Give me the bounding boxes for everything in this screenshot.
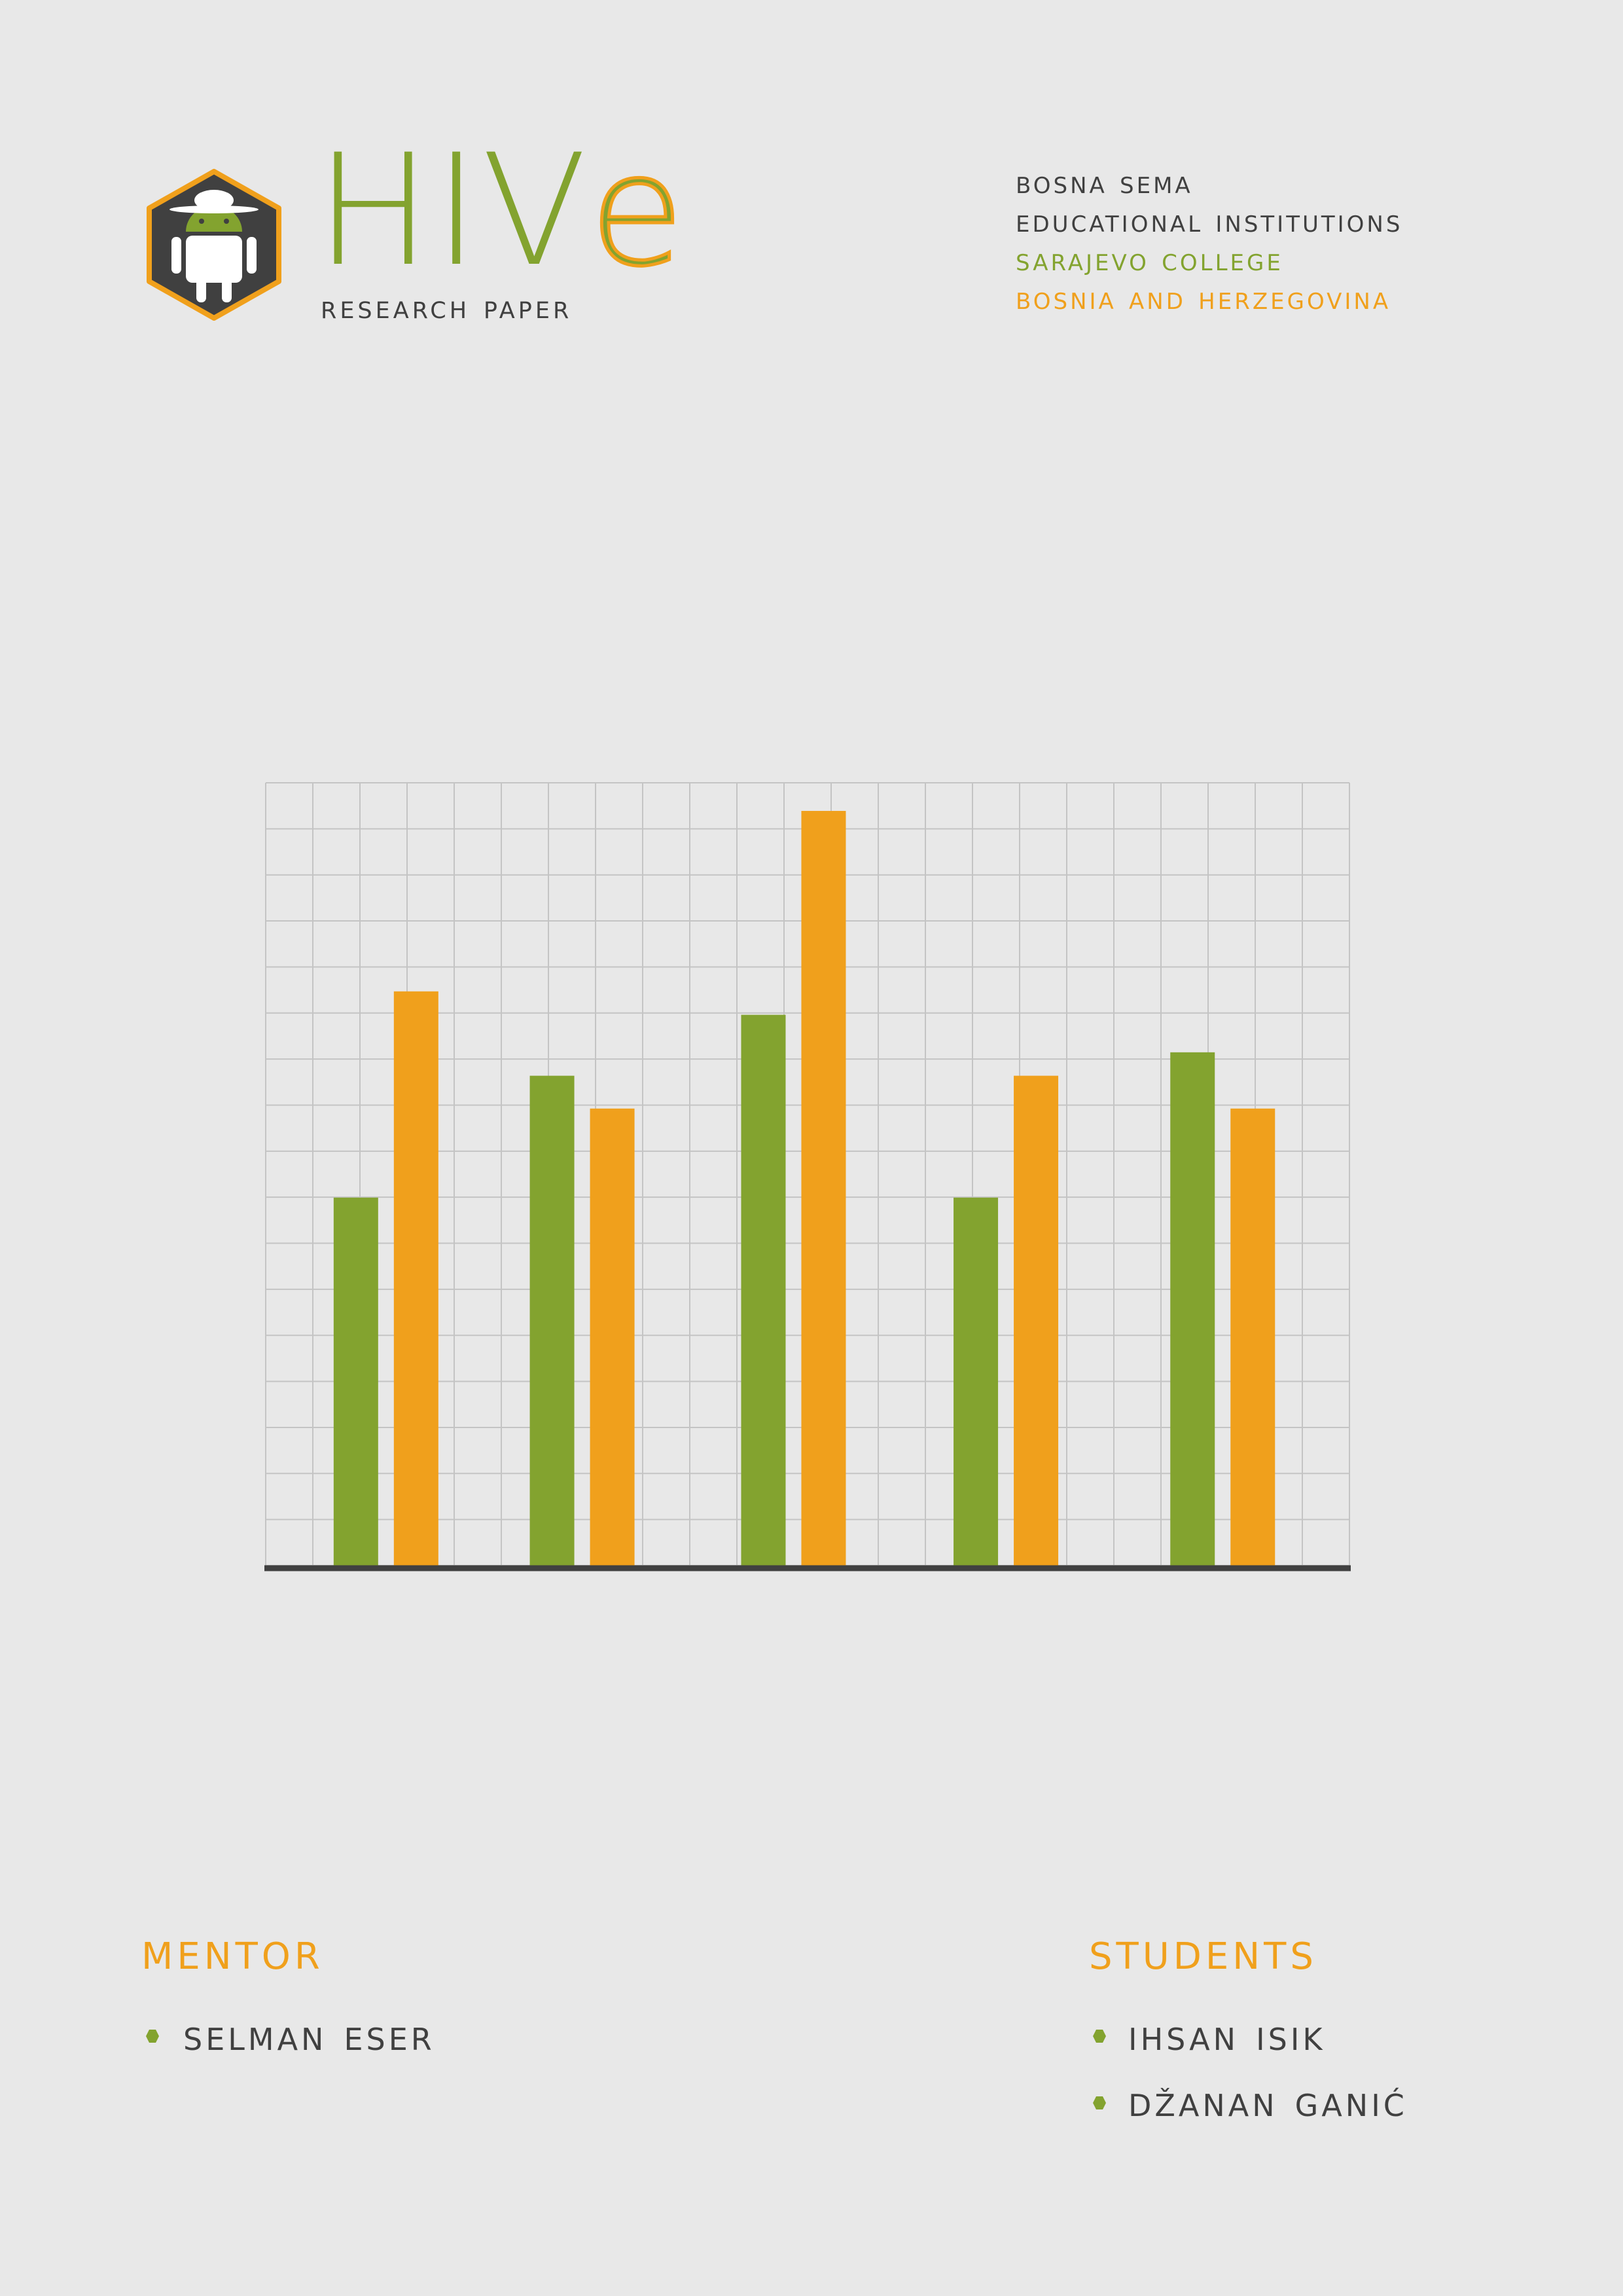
brand-title-main: HIV bbox=[315, 122, 590, 300]
bullet-icon bbox=[1093, 2030, 1106, 2043]
brand-title: HIVe bbox=[315, 133, 686, 290]
chart-bar bbox=[1014, 1075, 1059, 1566]
android-robot-hexagon-icon bbox=[147, 169, 281, 321]
bullet-icon bbox=[146, 2030, 159, 2043]
chart-bar bbox=[801, 810, 846, 1566]
chart-bar bbox=[954, 1197, 999, 1566]
institution-line: BOSNIA AND HERZEGOVINA bbox=[1016, 280, 1391, 317]
chart-bar bbox=[1170, 1052, 1215, 1566]
students-title: STUDENTS bbox=[1089, 1920, 1317, 1981]
bar-chart bbox=[264, 782, 1351, 1571]
institution-line: BOSNA SEMA bbox=[1016, 164, 1193, 201]
chart-bar bbox=[1230, 1108, 1275, 1566]
student-name: IHSAN ISIK bbox=[1128, 2010, 1326, 2060]
brand-subtitle: RESEARCH PAPER bbox=[321, 288, 573, 326]
bullet-icon bbox=[1093, 2096, 1106, 2109]
institution-line: SARAJEVO COLLEGE bbox=[1016, 242, 1283, 278]
chart-bar bbox=[393, 991, 438, 1566]
chart-bar bbox=[333, 1197, 378, 1566]
student-name: DŽANAN GANIĆ bbox=[1128, 2076, 1408, 2126]
institution-line: EDUCATIONAL INSTITUTIONS bbox=[1016, 203, 1403, 240]
mentor-name: SELMAN ESER bbox=[183, 2010, 435, 2060]
chart-bar bbox=[590, 1108, 635, 1566]
institution-block: BOSNA SEMA EDUCATIONAL INSTITUTIONS SARA… bbox=[1016, 164, 1513, 318]
chart-bar bbox=[529, 1075, 575, 1566]
brand-title-e: e bbox=[588, 122, 687, 300]
chart-bar bbox=[741, 1014, 786, 1566]
mentor-title: MENTOR bbox=[141, 1920, 324, 1981]
